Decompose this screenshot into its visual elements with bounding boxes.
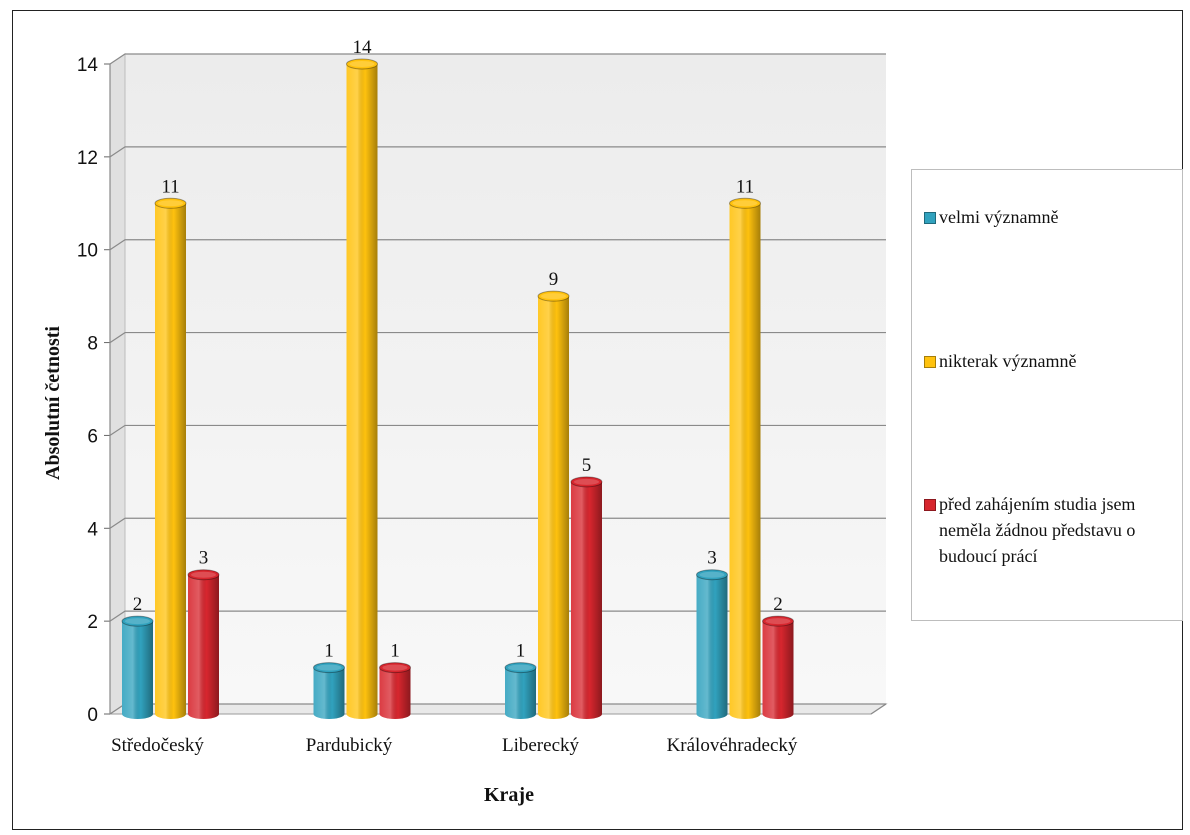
gridline <box>109 331 886 344</box>
legend-swatch-red-icon <box>924 499 936 511</box>
floor-edge <box>870 703 887 715</box>
bars <box>121 58 794 719</box>
x-tick-label: Středočeský <box>111 735 204 756</box>
plot-background <box>108 53 888 715</box>
data-label: 11 <box>736 176 754 197</box>
y-tick-label: 14 <box>77 55 99 76</box>
y-tick-label: 4 <box>87 519 98 540</box>
legend-label: před zahájením studia jsem neměla žádnou… <box>939 494 1136 566</box>
data-label: 9 <box>549 269 559 290</box>
gridlines <box>104 53 887 715</box>
y-tick-label: 12 <box>77 148 98 169</box>
data-label: 5 <box>582 455 592 476</box>
bar <box>346 58 378 719</box>
side-wall <box>109 53 126 715</box>
x-category-labels: Středočeský Pardubický Liberecký Královéhra… <box>111 735 798 756</box>
x-tick-label: Pardubický <box>306 735 393 756</box>
legend-item-pred: před zahájením studia jsem neměla žádnou… <box>924 494 1179 569</box>
y-tick-label: 6 <box>87 426 98 447</box>
data-label: 1 <box>390 641 400 662</box>
y-tick-label: 8 <box>87 334 98 355</box>
back-wall <box>125 54 886 704</box>
legend-label: nikterak významně <box>939 351 1077 371</box>
gridline <box>109 424 886 436</box>
y-tick-label: 0 <box>87 705 98 726</box>
bar <box>696 569 728 719</box>
chart-frame: 2 11 3 1 14 1 1 9 5 3 11 2 0 2 4 6 8 10 12 14 Středočeský P… <box>12 10 1183 830</box>
data-label: 3 <box>199 548 209 569</box>
gridline <box>109 146 886 158</box>
x-tick-label: Královéhradecký <box>667 735 798 756</box>
y-tick-label: 10 <box>77 241 98 262</box>
gridline <box>109 610 886 622</box>
y-tick-labels: 0 2 4 6 8 10 12 14 <box>77 55 99 726</box>
data-label: 3 <box>707 548 717 569</box>
bar <box>121 615 154 719</box>
legend-item-nikterak: nikterak významně <box>924 351 1179 374</box>
bar <box>313 662 345 719</box>
y-axis-title: Absolutní četnosti <box>42 326 64 480</box>
gridline <box>109 53 886 65</box>
bar <box>187 569 220 719</box>
data-label: 11 <box>161 176 179 197</box>
bar <box>504 662 537 719</box>
gridline <box>109 239 886 251</box>
legend-swatch-teal-icon <box>924 212 936 224</box>
legend: velmi významně nikterak významně před za… <box>911 169 1183 621</box>
data-label: 2 <box>133 594 143 615</box>
bar <box>570 476 603 719</box>
legend-label: velmi významně <box>939 207 1059 227</box>
x-axis-title: Kraje <box>484 784 534 806</box>
bar <box>729 197 761 719</box>
gridline <box>109 517 886 529</box>
legend-swatch-yellow-icon <box>924 356 936 368</box>
data-label: 1 <box>324 641 334 662</box>
bar <box>154 197 187 719</box>
bar <box>379 662 411 719</box>
bar <box>762 615 794 719</box>
legend-item-velmi: velmi významně <box>924 207 1179 230</box>
bar <box>537 290 570 719</box>
data-label: 2 <box>773 594 783 615</box>
data-label: 1 <box>516 641 526 662</box>
data-label: 14 <box>353 37 373 58</box>
x-tick-label: Liberecký <box>502 735 580 756</box>
y-tick-label: 2 <box>87 612 98 633</box>
